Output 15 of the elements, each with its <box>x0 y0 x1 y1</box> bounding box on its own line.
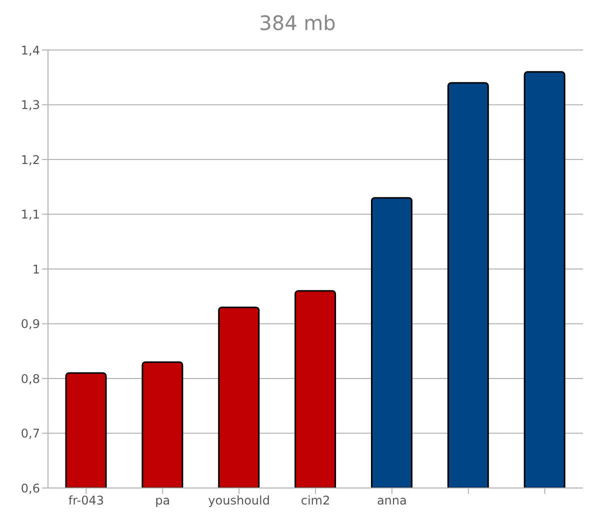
x-tick-label: fr-043 <box>68 494 104 508</box>
y-tick-label: 1,1 <box>20 208 40 222</box>
y-tick-label: 0,8 <box>20 372 40 386</box>
y-tick-label: 1 <box>32 262 40 276</box>
y-tick-label: 1,2 <box>20 152 40 167</box>
y-tick-label: 1,4 <box>20 43 40 58</box>
y-tick-label: 0,9 <box>20 317 40 332</box>
x-tick-label: cim2 <box>300 494 330 508</box>
x-tick-label: pa <box>155 494 170 508</box>
x-tick-label: youshould <box>208 494 270 508</box>
y-tick-label: 0,6 <box>20 481 40 496</box>
chart-title: 384 mb <box>258 10 337 37</box>
x-tick-label: anna <box>376 494 407 508</box>
y-tick-label: 1,3 <box>20 98 40 112</box>
y-tick-label: 0,7 <box>20 426 40 441</box>
